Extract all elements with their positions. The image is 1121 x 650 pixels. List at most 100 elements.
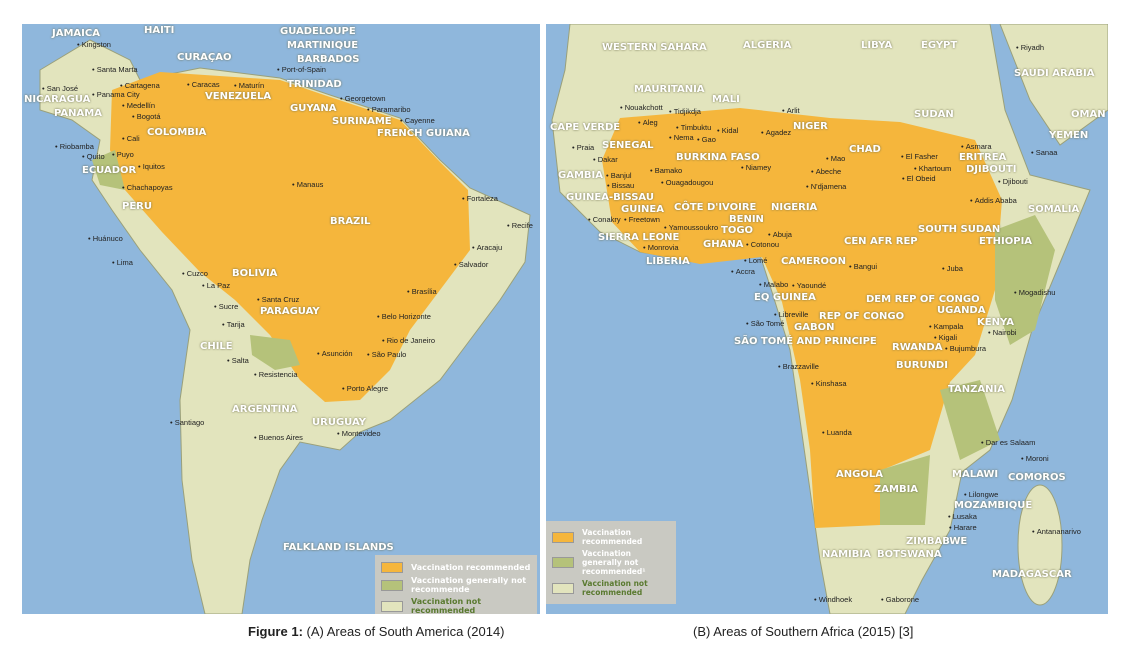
caption-a: Figure 1: (A) Areas of South America (20… — [248, 624, 505, 639]
country-label: BRAZIL — [330, 216, 371, 227]
country-label: YEMEN — [1049, 130, 1089, 141]
country-label: DEM REP OF CONGO — [866, 294, 980, 305]
city-label: Nema — [669, 133, 694, 142]
area-generally-not — [880, 215, 1055, 525]
country-label: ANGOLA — [836, 469, 883, 480]
city-label: El Fasher — [901, 152, 938, 161]
city-label: Buenos Aires — [254, 433, 303, 442]
country-label: TRINIDAD — [287, 79, 342, 90]
country-label: GUINEA-BISSAU — [566, 192, 654, 203]
city-label: Kinshasa — [811, 379, 847, 388]
city-label: Abuja — [768, 230, 792, 239]
legend-item: Vaccination generally not recommended¹ — [582, 549, 646, 576]
city-label: Nairobi — [988, 328, 1017, 337]
city-label: Dakar — [593, 155, 618, 164]
country-label: CHILE — [200, 341, 233, 352]
country-label: ALGERIA — [743, 40, 792, 51]
country-label: NAMIBIA — [822, 549, 871, 560]
country-label: PERU — [122, 201, 152, 212]
city-label: Kingston — [77, 40, 111, 49]
country-label: ZAMBIA — [874, 484, 919, 495]
city-label: Djibouti — [998, 177, 1028, 186]
city-label: Banjul — [606, 171, 632, 180]
country-label: ERITREA — [959, 152, 1007, 163]
country-label: SURINAME — [332, 116, 392, 127]
city-label: Lima — [112, 258, 133, 267]
city-label: Arlit — [782, 106, 800, 115]
city-label: Aracaju — [472, 243, 502, 252]
city-label: Puyo — [112, 150, 134, 159]
city-label: Tidjikdja — [669, 107, 701, 116]
city-label: Accra — [731, 267, 755, 276]
country-label: EQ GUINEA — [754, 292, 816, 303]
city-label: Mogadishu — [1014, 288, 1056, 297]
city-label: Recife — [507, 221, 533, 230]
country-label: CEN AFR REP — [844, 236, 918, 247]
country-label: SÃO TOMÉ AND PRINCIPE — [734, 336, 877, 347]
country-label: VENEZUELA — [205, 91, 272, 102]
city-label: São Paulo — [367, 350, 407, 359]
city-label: Port-of-Spain — [277, 65, 326, 74]
country-label: CAMEROON — [781, 256, 846, 267]
country-label: REP OF CONGO — [819, 311, 905, 322]
country-label: GAMBIA — [558, 170, 603, 181]
city-label: Bogotá — [132, 112, 161, 121]
legend-item: Vaccination recommended — [411, 563, 531, 572]
area-generally-not — [92, 150, 300, 370]
country-label: OMAN — [1071, 109, 1106, 120]
city-label: Aleg — [638, 118, 658, 127]
city-label: Manaus — [292, 180, 324, 189]
city-label: São Tomé — [746, 319, 785, 328]
city-label: Cuzco — [182, 269, 208, 278]
city-label: Juba — [942, 264, 963, 273]
city-label: Montevideo — [337, 429, 381, 438]
city-label: Freetown — [624, 215, 660, 224]
city-label: Yamoussoukro — [664, 223, 718, 232]
city-label: Fortaleza — [462, 194, 498, 203]
city-label: Salvador — [454, 260, 489, 269]
city-label: Conakry — [588, 215, 621, 224]
country-label: LIBERIA — [646, 256, 690, 267]
city-label: N'djamena — [806, 182, 847, 191]
country-label: CURAÇAO — [177, 52, 232, 63]
city-label: Santa Marta — [92, 65, 138, 74]
city-label: Nouakchott — [620, 103, 663, 112]
city-label: Medellín — [122, 101, 155, 110]
country-label: KENYA — [977, 317, 1014, 328]
country-label: PARAGUAY — [260, 306, 320, 317]
city-label: Bissau — [607, 181, 635, 190]
country-label: SUDAN — [914, 109, 954, 120]
country-label: MADAGASCAR — [992, 569, 1072, 580]
country-label: EGYPT — [921, 40, 958, 51]
country-label: WESTERN SAHARA — [602, 42, 707, 53]
city-label: Libreville — [774, 310, 809, 319]
country-label: ETHIOPIA — [979, 236, 1033, 247]
city-label: Abeche — [811, 167, 841, 176]
country-label: MAURITANIA — [634, 84, 705, 95]
city-label: Santa Cruz — [257, 295, 300, 304]
country-label: TANZANIA — [948, 384, 1005, 395]
city-label: Cali — [122, 134, 140, 143]
city-label: Monrovia — [643, 243, 679, 252]
country-label: LIBYA — [861, 40, 893, 51]
city-label: Lusaka — [948, 512, 977, 521]
country-label: COLOMBIA — [147, 127, 207, 138]
city-label: Salta — [227, 356, 249, 365]
country-label: COMOROS — [1008, 472, 1066, 483]
country-label: BOLIVIA — [232, 268, 278, 279]
city-label: Moroni — [1021, 454, 1049, 463]
swatch-not — [381, 600, 403, 612]
city-label: Lilongwe — [964, 490, 999, 499]
city-label: Iquitos — [138, 162, 165, 171]
country-label: NIGER — [793, 121, 828, 132]
city-label: Lomé — [744, 256, 768, 265]
country-label: MALI — [712, 94, 740, 105]
country-label: GUINEA — [621, 204, 664, 215]
swatch-recommended — [381, 562, 403, 573]
legend-item: Vaccination not recommended — [582, 579, 648, 597]
city-label: Santiago — [170, 418, 205, 427]
city-label: Brasília — [407, 287, 437, 296]
swatch-generally-not — [552, 557, 574, 568]
city-label: Agadez — [761, 128, 791, 137]
country-label: SENEGAL — [602, 140, 654, 151]
